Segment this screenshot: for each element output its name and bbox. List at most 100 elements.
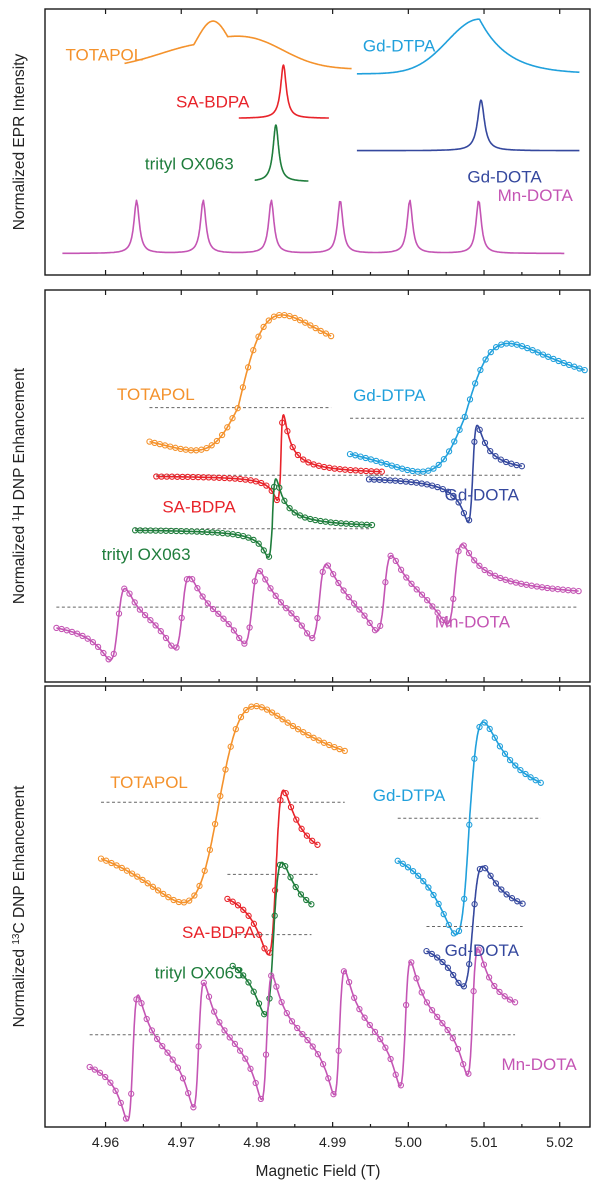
data-point <box>335 1047 342 1054</box>
data-point <box>429 603 436 610</box>
data-point <box>425 467 432 474</box>
data-point <box>460 1061 467 1068</box>
label-mn-dota: Mn-DOTA <box>498 186 574 205</box>
y-axis-title-part: C DNP Enhancement <box>11 785 28 934</box>
data-point <box>144 880 151 887</box>
data-point <box>86 1063 93 1071</box>
data-point <box>305 731 312 739</box>
series-gd-dtpa <box>346 340 588 475</box>
data-point <box>123 867 131 874</box>
data-point <box>276 484 283 491</box>
data-point <box>491 572 499 579</box>
data-point <box>191 892 198 899</box>
data-point <box>230 627 238 634</box>
data-point <box>482 865 489 872</box>
data-point <box>206 846 214 854</box>
data-point <box>303 896 310 904</box>
data-point <box>387 552 394 559</box>
data-point <box>511 999 519 1006</box>
data-point <box>336 745 343 753</box>
panel-frame <box>44 289 591 683</box>
data-point <box>481 719 488 726</box>
data-point <box>299 1030 306 1038</box>
data-point <box>298 825 305 832</box>
data-point <box>392 557 399 565</box>
data-point <box>141 611 149 619</box>
data-point <box>487 872 494 879</box>
data-point <box>330 1091 337 1098</box>
x-ticks <box>104 9 561 275</box>
trace-mn-dota <box>89 948 516 1122</box>
data-point <box>298 622 305 629</box>
data-point <box>418 989 425 996</box>
data-point <box>455 927 463 935</box>
data-point <box>444 964 452 971</box>
data-point <box>444 620 452 627</box>
data-point <box>327 332 335 340</box>
data-point <box>294 1024 301 1032</box>
data-point <box>314 614 321 622</box>
data-point <box>122 1115 130 1122</box>
data-point <box>260 323 267 331</box>
data-point <box>519 900 526 907</box>
data-point <box>245 534 252 541</box>
data-point <box>154 887 162 894</box>
data-point <box>165 894 172 901</box>
data-point <box>267 585 274 592</box>
data-point <box>263 482 270 489</box>
data-point <box>225 620 232 628</box>
data-point <box>486 725 493 733</box>
data-point <box>170 896 177 904</box>
data-point <box>164 1049 171 1056</box>
data-point <box>273 496 281 504</box>
label-mn-dota: Mn-DOTA <box>435 612 511 631</box>
data-point <box>319 1061 327 1068</box>
data-point <box>394 857 401 864</box>
data-point <box>234 966 242 974</box>
x-ticks <box>104 290 561 682</box>
data-point <box>239 384 247 391</box>
trace-trityl-ox063 <box>134 478 373 559</box>
data-point <box>260 547 267 554</box>
label-sa-bdpa: SA-BDPA <box>162 498 236 517</box>
data-point <box>289 443 296 451</box>
data-point <box>345 593 352 601</box>
data-point <box>501 750 509 757</box>
data-point <box>430 891 437 899</box>
data-point <box>277 796 284 804</box>
data-point <box>377 1035 384 1043</box>
data-point <box>257 1095 265 1103</box>
series-totapol <box>97 702 348 906</box>
data-point <box>211 820 219 828</box>
data-point <box>189 576 196 583</box>
data-point <box>481 566 488 574</box>
data-point <box>450 492 457 500</box>
data-point <box>361 1014 368 1021</box>
data-point <box>340 587 347 594</box>
data-point <box>121 585 128 592</box>
trace-sa-bdpa <box>156 413 383 502</box>
data-point <box>481 439 489 447</box>
x-tick-label: 4.98 <box>243 1134 270 1150</box>
data-point <box>399 860 406 867</box>
series-sa-bdpa <box>238 64 330 119</box>
data-point <box>162 634 170 642</box>
data-point <box>169 1056 176 1063</box>
trace-trityl-ox063 <box>254 124 310 182</box>
data-point <box>492 880 500 887</box>
data-point <box>305 459 312 466</box>
data-point <box>126 590 133 597</box>
data-point <box>274 712 281 719</box>
data-point <box>545 353 552 360</box>
data-point <box>324 562 332 569</box>
data-point <box>445 921 452 929</box>
data-point <box>415 872 422 879</box>
data-point <box>265 317 272 324</box>
data-point <box>222 766 229 773</box>
data-point <box>293 615 300 623</box>
trace-gd-dota <box>425 865 524 988</box>
data-point <box>231 1040 239 1048</box>
data-point <box>224 424 231 431</box>
data-point <box>335 579 342 587</box>
data-point <box>287 803 295 811</box>
